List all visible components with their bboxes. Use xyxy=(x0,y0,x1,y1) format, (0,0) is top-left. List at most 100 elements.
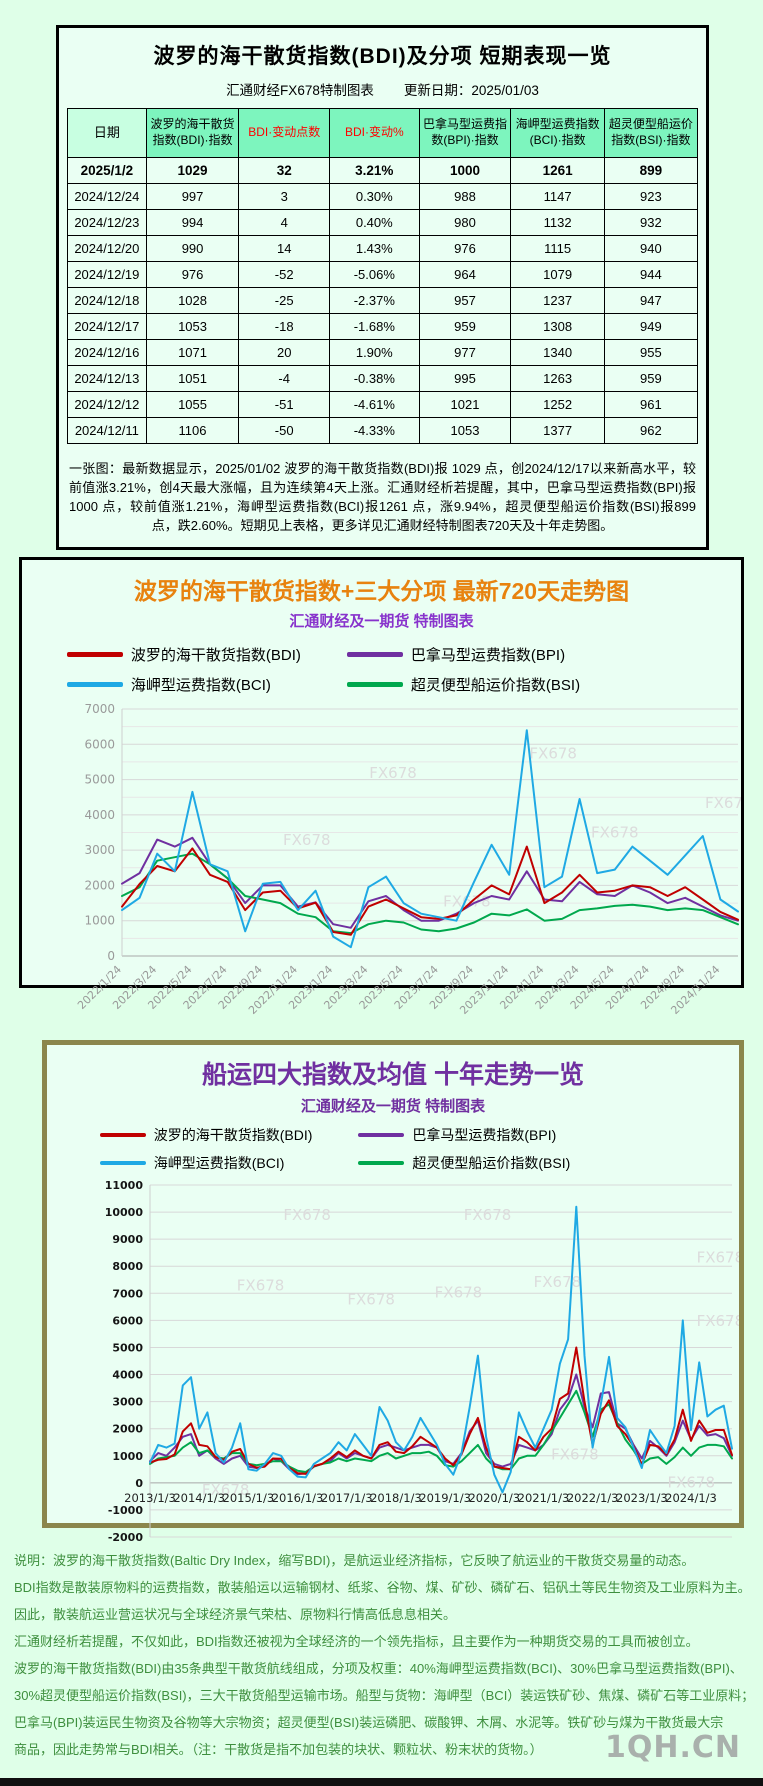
table-cell: 1147 xyxy=(510,183,605,210)
table-cell: 1000 xyxy=(418,157,512,184)
legend-item: 波罗的海干散货指数(BDI) xyxy=(99,1125,313,1145)
table-cell: 949 xyxy=(603,313,699,340)
table-cell: 0.30% xyxy=(329,183,420,210)
legend-label: 波罗的海干散货指数(BDI) xyxy=(153,1127,313,1143)
svg-text:0: 0 xyxy=(135,1477,143,1490)
table-cell: 1.43% xyxy=(329,235,420,262)
chart-watermark: FX678 xyxy=(667,1474,715,1492)
table-cell: 20 xyxy=(238,339,331,366)
chart-watermark: FX678 xyxy=(591,823,639,841)
table-cell: 1029 xyxy=(145,157,240,184)
svg-text:0: 0 xyxy=(107,949,115,963)
svg-text:-2000: -2000 xyxy=(108,1531,144,1544)
table-cell: 977 xyxy=(418,339,512,366)
legend-line-swatch xyxy=(358,1161,405,1165)
legend-label: 波罗的海干散货指数(BDI) xyxy=(130,647,301,664)
legend-line-swatch xyxy=(346,652,403,657)
chart-720day-legend: 波罗的海干散货指数(BDI) 巴拿马型运费指数(BPI) 海岬型运费指数(BCI) 超… xyxy=(0,644,683,695)
table-row: 2024/12/16 1071 20 1.90% 977 1340 955 xyxy=(67,339,699,366)
table-header-1: 波罗的海干散货指数(BDI)·指数 xyxy=(145,108,240,158)
explanation-line: 30%超灵便型船运价指数(BSI)，三大干散货船型运输市场。船型与货物：海岬型（… xyxy=(14,1688,755,1703)
table-row: 2024/12/13 1051 -4 -0.38% 995 1263 959 xyxy=(67,365,699,392)
table-cell: 32 xyxy=(238,157,331,184)
chart-watermark: FX678 xyxy=(705,794,741,812)
svg-text:2014/1/3: 2014/1/3 xyxy=(173,1491,225,1505)
table-cell: 899 xyxy=(603,157,699,184)
table-header-row: 日期 波罗的海干散货指数(BDI)·指数 BDI·变动点数 BDI·变动% 巴拿马型运费… xyxy=(67,108,699,158)
series-line-2 xyxy=(149,1205,733,1494)
table-cell: 964 xyxy=(418,261,512,288)
svg-text:11000: 11000 xyxy=(105,1179,144,1192)
legend-item: 海岬型运费指数(BCI) xyxy=(66,674,301,695)
chart-tenyear-title: 船运四大指数及均值 十年走势一览 xyxy=(202,1061,584,1089)
svg-text:2023/1/3: 2023/1/3 xyxy=(616,1491,668,1505)
svg-text:-1000: -1000 xyxy=(108,1504,144,1517)
table-row: 2025/1/2 1029 32 3.21% 1000 1261 899 xyxy=(67,157,699,184)
svg-text:2021/1/3: 2021/1/3 xyxy=(518,1491,570,1505)
legend-label: 海岬型运费指数(BCI) xyxy=(153,1155,285,1171)
chart-watermark: FX678 xyxy=(237,1277,285,1295)
table-cell: 0.40% xyxy=(329,209,420,236)
svg-text:2024/1/3: 2024/1/3 xyxy=(665,1491,717,1505)
legend-line-swatch xyxy=(66,682,123,687)
table-cell: 994 xyxy=(145,209,240,236)
svg-text:6000: 6000 xyxy=(84,737,115,751)
table-row: 2024/12/11 1106 -50 -4.33% 1053 1377 962 xyxy=(67,417,699,444)
table-header-2: BDI·变动点数 xyxy=(238,108,331,158)
table-cell: 1340 xyxy=(510,339,605,366)
table-cell: 947 xyxy=(603,287,699,314)
table-cell: 3 xyxy=(238,183,331,210)
table-cell: 1377 xyxy=(510,417,605,444)
table-cell: -25 xyxy=(238,287,331,314)
svg-text:5000: 5000 xyxy=(112,1341,143,1354)
table-cell: -52 xyxy=(238,261,331,288)
table-cell: 962 xyxy=(603,417,699,444)
table-cell: 2024/12/11 xyxy=(67,417,147,444)
svg-text:2018/1/3: 2018/1/3 xyxy=(370,1491,422,1505)
table-cell: 961 xyxy=(603,391,699,418)
table-cell: 959 xyxy=(603,365,699,392)
page-title: 波罗的海干散货指数(BDI)及分项 短期表现一览 xyxy=(153,45,612,68)
table-header-3: BDI·变动% xyxy=(329,108,420,158)
svg-text:2000: 2000 xyxy=(84,878,115,892)
table-cell: -0.38% xyxy=(329,365,420,392)
svg-text:8000: 8000 xyxy=(112,1260,143,1273)
table-body: 2025/1/2 1029 32 3.21% 1000 1261 899 2024/12/24… xyxy=(67,157,699,444)
table-cell: 2025/1/2 xyxy=(67,157,147,184)
chart-tenyear-legend: 波罗的海干散货指数(BDI) 巴拿马型运费指数(BPI) 海岬型运费指数(BCI) 超… xyxy=(0,1125,681,1173)
series-line-2 xyxy=(121,729,739,949)
svg-text:4000: 4000 xyxy=(112,1369,143,1382)
table-cell: 1308 xyxy=(510,313,605,340)
table-cell: 997 xyxy=(145,183,240,210)
explanation-line: BDI指数是散装原物料的运费指数，散装船运以运输钢材、纸浆、谷物、煤、矿砂、磷矿… xyxy=(14,1580,751,1595)
series-line-3 xyxy=(121,852,739,935)
legend-label: 超灵便型船运价指数(BSI) xyxy=(410,677,581,694)
table-cell: 2024/12/18 xyxy=(67,287,147,314)
table-cell: -4 xyxy=(238,365,331,392)
chart-watermark: FX678 xyxy=(283,1206,331,1224)
chart-tenyear-panel: 船运四大指数及均值 十年走势一览 汇通财经及一期货 特制图表 波罗的海干散货指数… xyxy=(42,1040,744,1544)
update-date-label: 更新日期：2025/01/03 xyxy=(403,83,539,98)
table-cell: 1051 xyxy=(145,365,240,392)
table-cell: 4 xyxy=(238,209,331,236)
legend-item: 巴拿马型运费指数(BPI) xyxy=(358,1125,570,1145)
table-cell: -4.61% xyxy=(329,391,420,418)
table-cell: 955 xyxy=(603,339,699,366)
table-header-0: 日期 xyxy=(67,108,147,158)
table-cell: 995 xyxy=(418,365,512,392)
svg-text:3000: 3000 xyxy=(112,1396,143,1409)
table-cell: 990 xyxy=(145,235,240,262)
table-cell: 1252 xyxy=(510,391,605,418)
svg-text:2019/1/3: 2019/1/3 xyxy=(419,1491,471,1505)
table-cell: 976 xyxy=(418,235,512,262)
explanation-text: 说明：波罗的海干散货指数(Baltic Dry Index，缩写BDI)，是航运… xyxy=(14,1547,756,1763)
chart-watermark: FX678 xyxy=(529,744,577,762)
legend-line-swatch xyxy=(358,1133,405,1137)
table-row: 2024/12/24 997 3 0.30% 988 1147 923 xyxy=(67,183,699,210)
table-row: 2024/12/18 1028 -25 -2.37% 957 1237 947 xyxy=(67,287,699,314)
explanation-line: 说明：波罗的海干散货指数(Baltic Dry Index，缩写BDI)，是航运… xyxy=(14,1553,695,1568)
chart-watermark: FX678 xyxy=(443,893,491,911)
table-cell: -51 xyxy=(238,391,331,418)
table-header-5: 海岬型运费指数(BCI)·指数 xyxy=(510,108,605,158)
